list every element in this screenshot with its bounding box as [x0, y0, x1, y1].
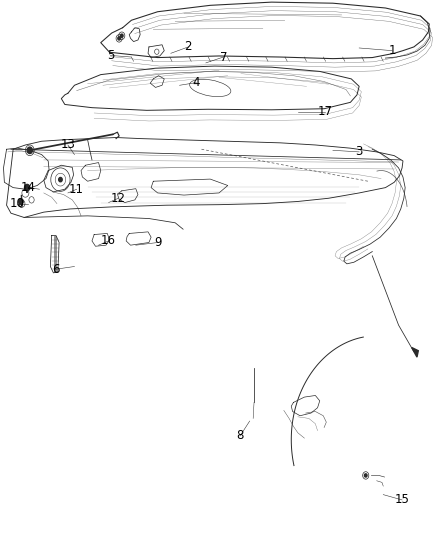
Text: 13: 13	[60, 139, 75, 151]
Circle shape	[25, 184, 30, 191]
Text: 17: 17	[318, 106, 332, 118]
Circle shape	[118, 37, 120, 40]
Text: 14: 14	[21, 181, 36, 194]
Text: 8: 8	[237, 430, 244, 442]
Text: 2: 2	[184, 41, 192, 53]
Text: 3: 3	[356, 146, 363, 158]
Circle shape	[364, 474, 367, 477]
Text: 7: 7	[219, 51, 227, 63]
Polygon shape	[412, 348, 418, 357]
Text: 4: 4	[192, 76, 200, 89]
Circle shape	[59, 177, 62, 182]
Text: 10: 10	[9, 197, 24, 210]
Text: 9: 9	[154, 236, 162, 249]
Text: 11: 11	[69, 183, 84, 196]
Circle shape	[27, 147, 32, 154]
Text: 5: 5	[107, 49, 114, 62]
Circle shape	[19, 199, 23, 204]
Text: 15: 15	[395, 494, 410, 506]
Text: 16: 16	[101, 235, 116, 247]
Circle shape	[120, 34, 123, 37]
Text: 6: 6	[52, 263, 60, 276]
Text: 1: 1	[388, 44, 396, 57]
Text: 12: 12	[111, 192, 126, 205]
